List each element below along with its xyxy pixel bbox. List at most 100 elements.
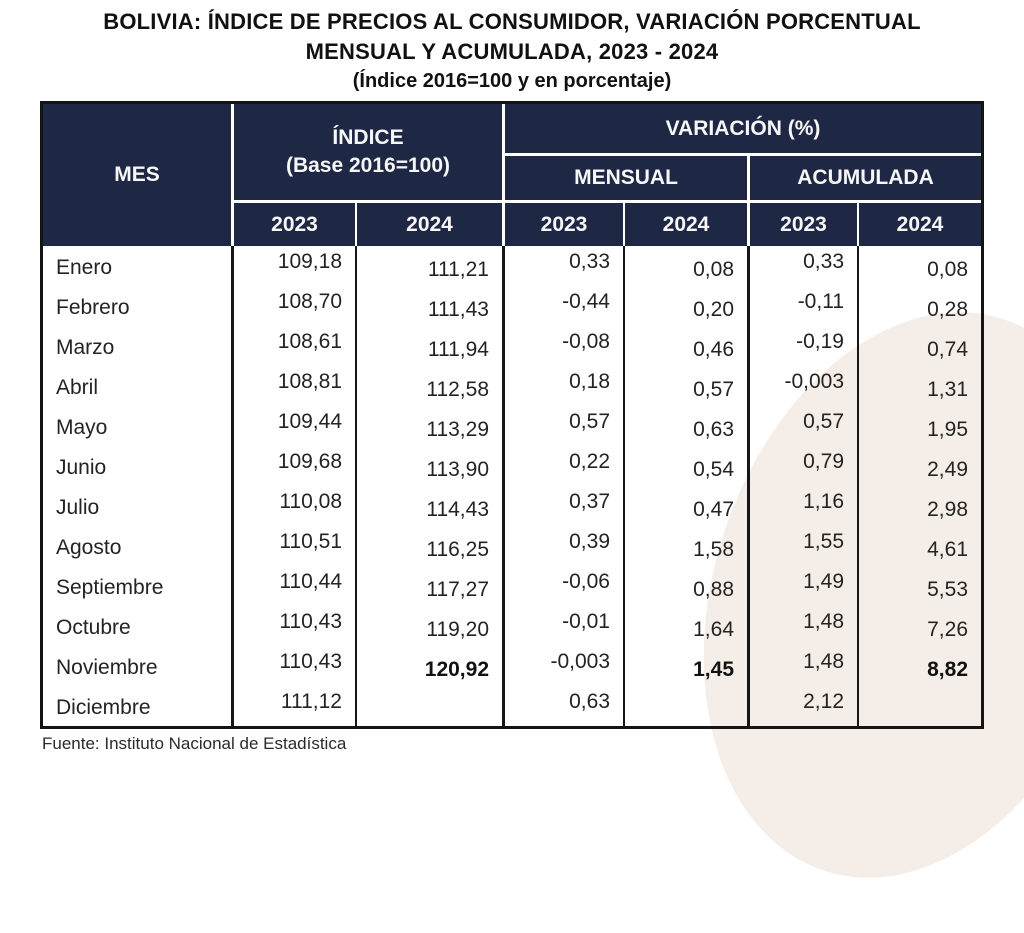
table-row-junio: Junio 109,68 113,90 0,22 0,54 0,79 2,49 [43,446,981,486]
cell-acumulada_2023: 0,33 [747,246,857,286]
cell-indice_2024: 119,20 [355,606,502,646]
indice_2023-value: 110,51 [279,530,342,553]
indice_2023-value: 110,44 [279,570,342,593]
cell-mes: Febrero [43,286,231,326]
mes-value: Enero [56,256,113,279]
acumulada_2024-value: 1,31 [927,378,968,401]
cell-indice_2023: 108,61 [231,326,355,366]
cell-acumulada_2023: 0,79 [747,446,857,486]
table-body: Enero 109,18 111,21 0,33 0,08 0,33 0,08 Febrero… [43,246,981,726]
cell-mensual_2024: 1,45 [623,646,747,686]
cell-mes: Noviembre [43,646,231,686]
mensual_2023-value: 0,39 [569,530,610,553]
mensual_2023-value: -0,44 [562,290,610,313]
table-row-octubre: Octubre 110,43 119,20 -0,01 1,64 1,48 7,26 [43,606,981,646]
header-year-acumulada-2023: 2023 [747,200,857,246]
cell-mensual_2023: -0,06 [502,566,623,606]
indice_2024-value: 116,25 [426,538,489,561]
acumulada_2023-value: -0,19 [796,330,844,353]
header-mes: MES [114,163,160,186]
cell-acumulada_2024: 4,61 [857,526,981,566]
cell-indice_2023: 108,70 [231,286,355,326]
cell-mensual_2024: 0,47 [623,486,747,526]
cell-indice_2023: 110,43 [231,606,355,646]
cell-indice_2024: 117,27 [355,566,502,606]
mensual_2024-value: 0,88 [693,578,734,601]
mensual_2024-value: 1,58 [693,538,734,561]
mensual_2023-value: -0,06 [562,570,610,593]
header-year-indice-2023: 2023 [231,200,355,246]
header-year-acumulada-2024: 2024 [857,200,981,246]
acumulada_2023-value: 1,49 [803,570,844,593]
cell-acumulada_2023: -0,11 [747,286,857,326]
cell-indice_2024: 111,43 [355,286,502,326]
acumulada_2023-value: 1,48 [803,610,844,633]
cell-mensual_2024: 0,88 [623,566,747,606]
mensual_2024-value: 0,57 [693,378,734,401]
cell-acumulada_2023: 1,49 [747,566,857,606]
header-year-indice-2024: 2024 [355,200,502,246]
cell-indice_2023: 110,43 [231,646,355,686]
header-mensual: MENSUAL [502,153,747,200]
table-header: MES ÍNDICE (Base 2016=100) VARIACIÓN (%)… [43,104,981,246]
cell-acumulada_2023: 0,57 [747,406,857,446]
mes-value: Marzo [56,336,115,359]
mes-value: Julio [56,496,100,519]
header-variacion: VARIACIÓN (%) [502,104,981,153]
indice_2024-value: 113,29 [426,418,489,441]
page: BOLIVIA: ÍNDICE DE PRECIOS AL CONSUMIDOR… [40,9,1024,933]
cell-mensual_2024: 1,58 [623,526,747,566]
cell-mes: Agosto [43,526,231,566]
page-title-line1: BOLIVIA: ÍNDICE DE PRECIOS AL CONSUMIDOR… [103,9,921,34]
cell-acumulada_2023: 1,48 [747,646,857,686]
mensual_2024-value: 1,45 [693,658,734,681]
cell-mes: Marzo [43,326,231,366]
mensual_2023-value: 0,63 [569,690,610,713]
cell-mensual_2024: 0,46 [623,326,747,366]
mensual_2024-value: 0,20 [693,298,734,321]
cell-mensual_2023: -0,01 [502,606,623,646]
table-row-abril: Abril 108,81 112,58 0,18 0,57 -0,003 1,31 [43,366,981,406]
mes-value: Agosto [56,536,122,559]
mensual_2023-value: -0,08 [562,330,610,353]
acumulada_2024-value: 2,49 [927,458,968,481]
header-year-mensual-2024: 2024 [623,200,747,246]
acumulada_2024-value: 7,26 [927,618,968,641]
cell-acumulada_2024: 8,82 [857,646,981,686]
indice_2024-value: 113,90 [426,458,489,481]
cell-acumulada_2024: 0,08 [857,246,981,286]
header-acumulada: ACUMULADA [747,153,981,200]
cell-mensual_2023: 0,39 [502,526,623,566]
mes-value: Junio [56,456,107,479]
indice_2024-value: 114,43 [426,498,489,521]
page-subtitle: (Índice 2016=100 y en porcentaje) [352,70,672,92]
acumulada_2023-value: 1,55 [803,530,844,553]
cell-indice_2024: 113,90 [355,446,502,486]
acumulada_2023-value: 1,48 [803,650,844,673]
header-indice: ÍNDICE (Base 2016=100) [231,104,502,200]
indice_2024-value: 117,27 [426,578,489,601]
header-indice-title: ÍNDICE [332,126,404,149]
mes-value: Noviembre [56,656,158,679]
indice_2023-value: 110,08 [279,490,342,513]
cell-acumulada_2024: 1,95 [857,406,981,446]
mes-value: Febrero [56,296,130,319]
acumulada_2023-value: 1,16 [803,490,844,513]
indice_2023-value: 111,12 [280,690,342,713]
cell-indice_2024: 116,25 [355,526,502,566]
cell-indice_2023: 111,12 [231,686,355,726]
mensual_2023-value: -0,003 [550,650,610,673]
mensual_2023-value: -0,01 [562,610,610,633]
cell-indice_2023: 109,18 [231,246,355,286]
cell-mensual_2023: 0,57 [502,406,623,446]
cell-mensual_2024 [623,686,747,726]
acumulada_2024-value: 2,98 [927,498,968,521]
cell-mensual_2023: 0,37 [502,486,623,526]
cell-indice_2023: 110,51 [231,526,355,566]
mes-value: Abril [56,376,99,399]
indice_2023-value: 110,43 [279,650,342,673]
cell-indice_2024: 112,58 [355,366,502,406]
table-row-mayo: Mayo 109,44 113,29 0,57 0,63 0,57 1,95 [43,406,981,446]
acumulada_2024-value: 1,95 [927,418,968,441]
mensual_2024-value: 1,64 [693,618,734,641]
